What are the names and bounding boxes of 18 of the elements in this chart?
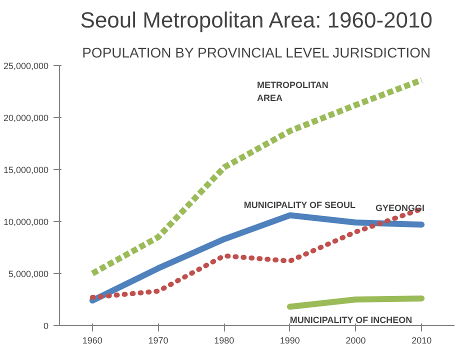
y-tick-label: 10,000,000 [3,217,49,227]
x-tick-label: 1990 [280,336,300,346]
y-tick-label: 25,000,000 [3,61,49,71]
chart-title: Seoul Metropolitan Area: 1960-2010 [80,8,433,32]
series-label: GYEONGGI [376,203,425,214]
x-tick-label: 1960 [82,336,102,346]
series-label: METROPOLITAN AREA [257,80,328,104]
y-tick-label: 15,000,000 [3,165,49,175]
x-tick-label: 1980 [214,336,234,346]
y-tick-label: 5,000,000 [8,269,49,279]
x-tick-label: 2010 [412,336,432,346]
x-tick-label: 2000 [346,336,366,346]
x-tick-label: 1970 [148,336,168,346]
chart-subtitle: POPULATION BY PROVINCIAL LEVEL JURISDICTION [82,44,431,60]
y-tick-label: 0 [43,321,49,331]
y-tick-label: 20,000,000 [3,113,49,123]
series-label: MUNICIPALITY OF SEOUL [244,200,356,210]
series-label: MUNICIPALITY OF INCHEON [290,315,412,326]
